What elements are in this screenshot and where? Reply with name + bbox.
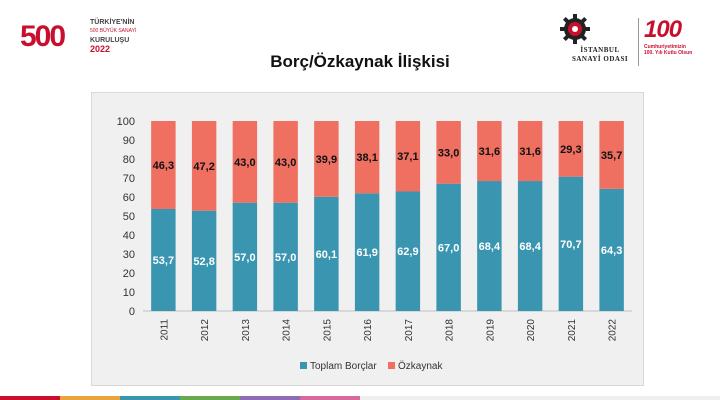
logo-500-number: 500 — [20, 20, 66, 53]
data-label: 37,1 — [397, 151, 418, 163]
x-tick-label: 2011 — [159, 319, 170, 341]
bar-toplam-borclar — [477, 181, 502, 311]
footer-color-strip — [0, 396, 720, 400]
legend-label: Toplam Borçlar — [310, 361, 377, 372]
legend-label: Özkaynak — [398, 360, 443, 372]
logo-line4: 2022 — [90, 44, 111, 54]
logo-500-text: TÜRKİYE'NİN 500 BÜYÜK SANAYİ KURULUŞU 20… — [90, 18, 180, 54]
y-tick-label: 90 — [123, 135, 135, 147]
iso-logo-group: İSTANBUL SANAYİ ODASI 100 Cumhuriyetimiz… — [560, 14, 710, 74]
y-tick-label: 80 — [123, 154, 135, 166]
chart-title: Borç/Özkaynak İlişkisi — [270, 52, 450, 71]
data-label: 43,0 — [234, 157, 255, 169]
bar-ozkaynak — [436, 121, 461, 184]
x-tick-label: 2020 — [526, 319, 537, 342]
data-label: 38,1 — [356, 152, 377, 164]
x-tick-label: 2022 — [608, 319, 619, 342]
y-tick-label: 40 — [123, 230, 135, 242]
data-label: 68,4 — [519, 241, 541, 253]
bar-ozkaynak — [517, 121, 543, 182]
data-label: 70,7 — [560, 239, 581, 251]
data-label: 35,7 — [601, 150, 622, 162]
logo-line3: KURULUŞU — [90, 37, 130, 44]
data-label: 60,1 — [316, 249, 337, 261]
y-tick-label: 70 — [123, 173, 135, 185]
data-label: 67,0 — [438, 242, 459, 254]
logo-line1: TÜRKİYE'NİN — [90, 19, 135, 26]
x-tick-label: 2019 — [485, 319, 496, 342]
x-tick-label: 2018 — [445, 319, 456, 342]
logo-divider — [638, 18, 639, 66]
bar-toplam-borclar — [395, 191, 421, 311]
chart-area: 0 10 20 30 40 50 60 70 80 90 100 53,7 46,3 2011 52,8 47… — [91, 92, 644, 386]
y-tick-label: 20 — [123, 268, 135, 280]
x-tick-label: 2015 — [322, 319, 333, 342]
centennial-number: 100 — [644, 16, 682, 43]
data-label: 68,4 — [479, 241, 501, 253]
data-label: 39,9 — [316, 154, 337, 166]
data-label: 64,3 — [601, 245, 622, 257]
data-label: 31,6 — [519, 146, 540, 158]
x-tick-label: 2017 — [404, 319, 415, 342]
bar-toplam-borclar — [191, 210, 217, 311]
data-label: 62,9 — [397, 246, 418, 258]
x-tick-label: 2012 — [200, 319, 211, 342]
gear-icon — [560, 14, 615, 44]
bar-toplam-borclar — [354, 193, 380, 311]
legend-swatch — [300, 362, 307, 369]
y-tick-label: 50 — [123, 211, 135, 223]
bar-ozkaynak — [232, 121, 258, 203]
bar-toplam-borclar — [151, 208, 176, 311]
bar-ozkaynak — [477, 121, 502, 182]
data-label: 53,7 — [153, 255, 174, 267]
bar-ozkaynak — [558, 121, 584, 177]
bar-ozkaynak — [354, 121, 380, 194]
header: 500 TÜRKİYE'NİN 500 BÜYÜK SANAYİ KURULUŞ… — [0, 0, 720, 80]
data-label: 33,0 — [438, 147, 459, 159]
bar-toplam-borclar — [232, 202, 258, 311]
y-tick-label: 60 — [123, 192, 135, 204]
iso-org-name: İSTANBUL SANAYİ ODASI — [560, 46, 640, 64]
iso-org-line1: İSTANBUL — [580, 46, 620, 54]
data-label: 47,2 — [193, 161, 214, 173]
bar-ozkaynak — [191, 121, 217, 211]
stacked-bar-chart: 0 10 20 30 40 50 60 70 80 90 100 53,7 46,3 2011 52,8 47… — [117, 116, 632, 372]
iso-logo: İSTANBUL SANAYİ ODASI — [560, 14, 640, 64]
centennial-line1: Cumhuriyetimizin — [644, 44, 686, 50]
x-tick-label: 2014 — [282, 319, 293, 342]
bar-ozkaynak — [273, 121, 298, 203]
data-label: 31,6 — [479, 146, 500, 158]
bar-toplam-borclar — [558, 176, 584, 311]
bar-ozkaynak — [314, 121, 339, 197]
bar-toplam-borclar — [599, 188, 624, 311]
data-label: 43,0 — [275, 157, 296, 169]
x-tick-label: 2013 — [241, 319, 252, 342]
bar-toplam-borclar — [314, 196, 339, 311]
bar-toplam-borclar — [436, 183, 461, 311]
y-tick-label: 100 — [117, 116, 135, 128]
bar-ozkaynak — [151, 121, 176, 209]
data-label: 46,3 — [153, 160, 174, 172]
legend-swatch — [388, 362, 395, 369]
data-label: 61,9 — [356, 247, 377, 259]
logo-line2: 500 BÜYÜK SANAYİ — [90, 28, 137, 34]
data-label: 57,0 — [275, 252, 296, 264]
500-companies-logo: 500 TÜRKİYE'NİN 500 BÜYÜK SANAYİ KURULUŞ… — [20, 14, 136, 60]
y-tick-label: 30 — [123, 249, 135, 261]
bar-ozkaynak — [599, 121, 624, 189]
bar-ozkaynak — [395, 121, 421, 192]
bar-toplam-borclar — [273, 202, 298, 311]
x-tick-label: 2021 — [567, 319, 578, 342]
data-label: 57,0 — [234, 252, 255, 264]
y-tick-label: 0 — [129, 306, 135, 318]
iso-org-line2: SANAYİ ODASI — [571, 55, 629, 63]
centennial-logo: 100 Cumhuriyetimizin 100. Yılı Kutlu Ols… — [644, 16, 710, 56]
x-tick-label: 2016 — [363, 319, 374, 342]
bar-toplam-borclar — [517, 181, 543, 311]
y-tick-label: 10 — [123, 287, 135, 299]
data-label: 29,3 — [560, 144, 581, 156]
centennial-line2: 100. Yılı Kutlu Olsun — [644, 50, 693, 56]
data-label: 52,8 — [193, 256, 214, 268]
